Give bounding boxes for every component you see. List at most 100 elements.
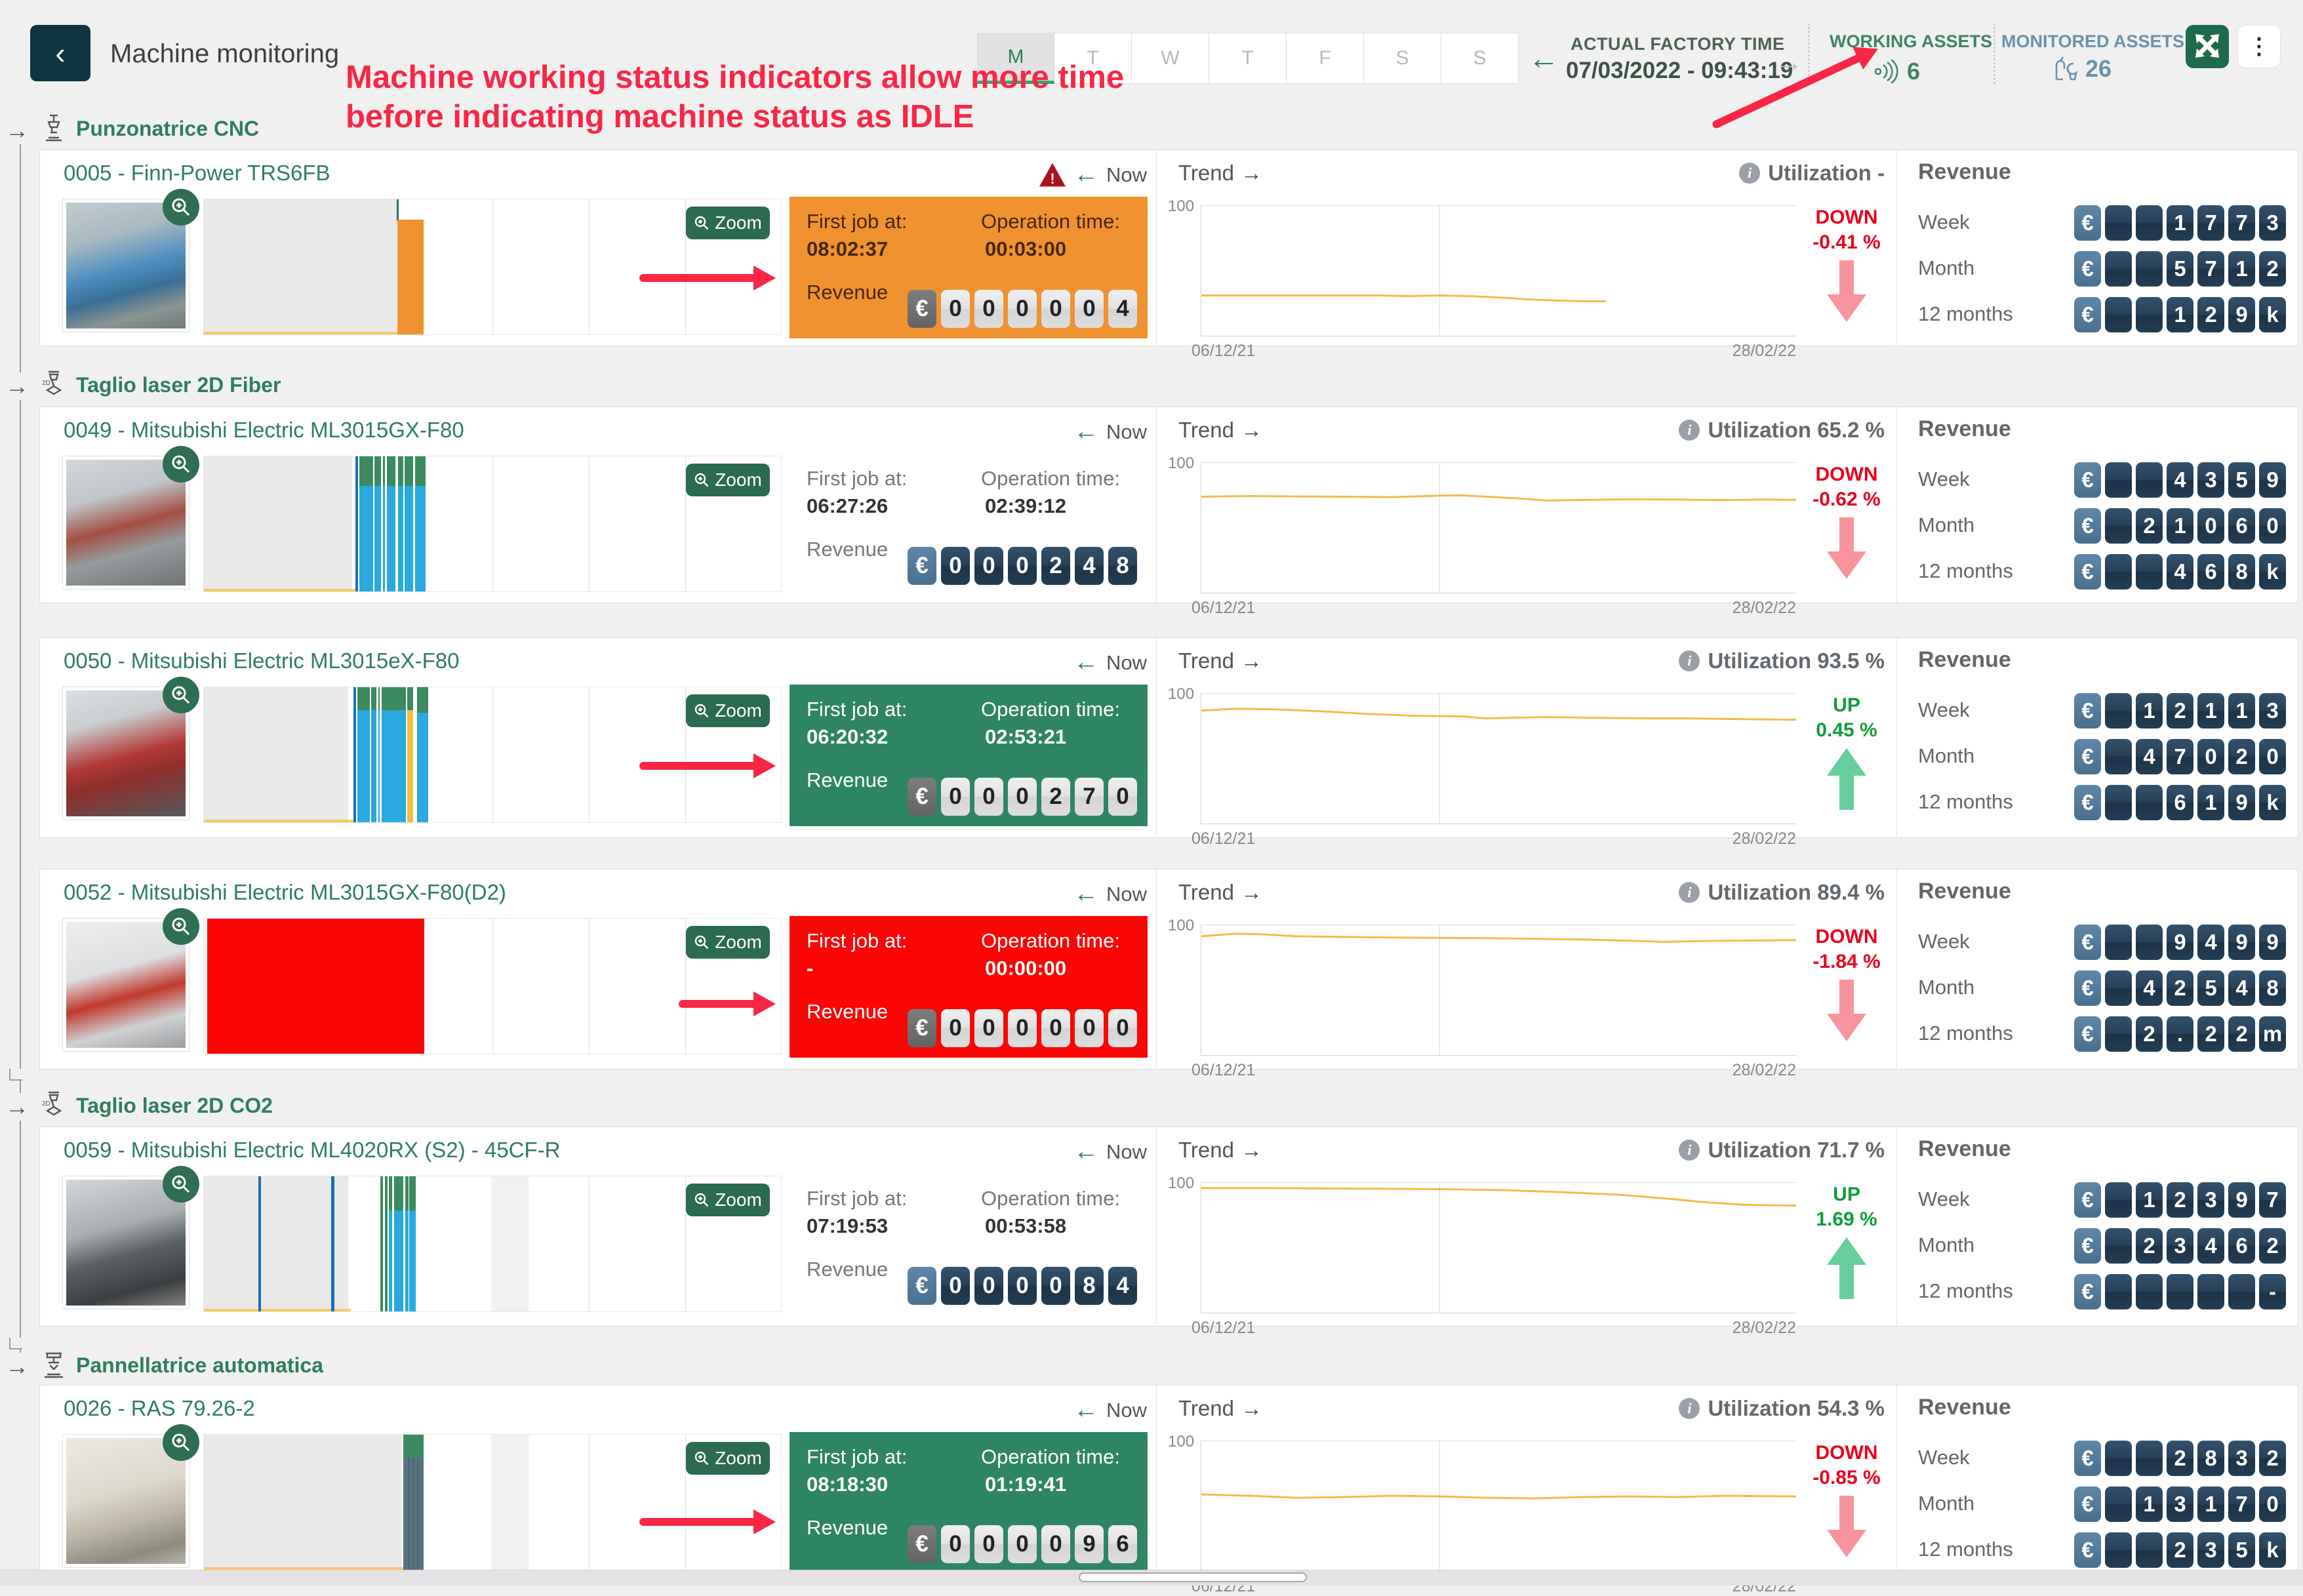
- horizontal-scrollbar[interactable]: [0, 1570, 2303, 1586]
- digit-tile: 0: [1008, 778, 1037, 816]
- now-arrow-icon[interactable]: ←: [1073, 418, 1098, 445]
- day-tab-5[interactable]: S: [1364, 33, 1441, 84]
- now-arrow-icon[interactable]: ←: [1073, 1138, 1098, 1165]
- digit-tile: 0: [1008, 1267, 1037, 1305]
- revenue-panel: Revenue Week €1 2 1 1 3 Month €4 7 0 2 0 12 mont…: [1902, 638, 2299, 837]
- day-tab-3[interactable]: T: [1209, 33, 1287, 84]
- time-prev-arrow-icon[interactable]: ←: [1528, 41, 1559, 76]
- digit-tile: -: [2259, 1274, 2286, 1309]
- twelve-months-counter: €1 2 9 k: [1902, 297, 2286, 332]
- info-icon[interactable]: i: [1679, 1398, 1700, 1419]
- digit-tile: 7: [1075, 778, 1104, 816]
- day-tab-1[interactable]: T: [1054, 33, 1132, 84]
- month-counter: €2 1 0 6 0: [1902, 508, 2286, 544]
- revenue-header: Revenue: [1918, 159, 2011, 184]
- euro-tile: €: [2074, 1441, 2101, 1476]
- fullscreen-button[interactable]: [2186, 25, 2229, 68]
- trend-label[interactable]: Trend →: [1178, 418, 1262, 442]
- photo-magnifier-icon[interactable]: [163, 1166, 199, 1203]
- timeline-bar: [405, 1210, 409, 1311]
- digit-tile: 0: [974, 778, 1003, 816]
- info-icon[interactable]: i: [1739, 163, 1761, 184]
- panel-bender-icon: [45, 1352, 63, 1378]
- digit-tile: 2: [2167, 693, 2193, 728]
- svg-text:2D: 2D: [42, 1100, 50, 1107]
- digit-tile: 8: [2228, 554, 2255, 589]
- magnifier-plus-icon: [695, 473, 709, 487]
- machine-timeline[interactable]: [203, 1434, 782, 1570]
- photo-magnifier-icon[interactable]: [163, 677, 199, 713]
- machine-photo: [62, 1424, 199, 1568]
- timeline-bar: [403, 1435, 424, 1458]
- trend-label[interactable]: Trend →: [1178, 161, 1262, 185]
- now-arrow-icon[interactable]: ←: [1073, 1396, 1098, 1424]
- euro-tile: €: [2074, 925, 2101, 960]
- info-icon[interactable]: i: [1679, 1140, 1700, 1161]
- machine-card: 0052 - Mitsubishi Electric ML3015GX-F80(…: [40, 869, 1157, 1069]
- digit-tile: 5: [2167, 251, 2193, 287]
- trend-label[interactable]: Trend →: [1178, 648, 1262, 673]
- info-icon[interactable]: i: [1679, 420, 1700, 441]
- twelve-months-label: 12 months: [1918, 1538, 2013, 1561]
- machine-timeline[interactable]: [203, 687, 782, 823]
- machine-timeline[interactable]: [203, 456, 782, 592]
- zoom-button[interactable]: Zoom: [686, 464, 770, 496]
- tree-arrow-icon: →: [5, 1093, 29, 1121]
- factory-time-label: ACTUAL FACTORY TIME: [1571, 34, 1785, 54]
- zoom-button[interactable]: Zoom: [686, 694, 770, 727]
- now-arrow-icon[interactable]: ←: [1073, 880, 1098, 908]
- photo-magnifier-icon[interactable]: [163, 189, 199, 226]
- digit-tile: 0: [941, 1009, 970, 1047]
- day-tab-0[interactable]: M: [977, 33, 1054, 84]
- now-arrow-icon[interactable]: ←: [1073, 648, 1098, 676]
- zoom-button[interactable]: Zoom: [686, 926, 770, 959]
- machine-timeline[interactable]: [203, 199, 782, 335]
- twelve-months-label: 12 months: [1918, 1022, 2013, 1045]
- digit-tile: 0: [974, 547, 1003, 585]
- photo-magnifier-icon[interactable]: [163, 446, 199, 483]
- utilization-trend: DOWN -1.84 %: [1800, 926, 1893, 1041]
- day-tab-6[interactable]: S: [1441, 33, 1519, 84]
- now-arrow-icon[interactable]: ←: [1073, 161, 1098, 188]
- machine-timeline[interactable]: [203, 918, 782, 1054]
- menu-kebab-button[interactable]: ⋮: [2237, 25, 2281, 68]
- photo-magnifier-icon[interactable]: [163, 908, 199, 945]
- digit-tile: 0: [2259, 739, 2286, 774]
- utilization-label: i Utilization 54.3 %: [1679, 1396, 1885, 1421]
- timeline-bar: [413, 456, 415, 591]
- digit-tile: 2: [2136, 508, 2163, 544]
- scrollbar-thumb[interactable]: [1079, 1572, 1307, 1582]
- digit-tile: 9: [2228, 297, 2255, 332]
- annotation-arrow: [639, 274, 757, 282]
- day-tab-4[interactable]: F: [1287, 33, 1364, 84]
- trend-label[interactable]: Trend →: [1178, 1396, 1262, 1420]
- month-counter: €4 7 0 2 0: [1902, 739, 2286, 774]
- digit-tile: 9: [2228, 1182, 2255, 1218]
- utilization-label: i Utilization 93.5 %: [1679, 648, 1885, 673]
- machine-timeline[interactable]: [203, 1176, 782, 1312]
- digit-tile: [2105, 739, 2132, 774]
- digit-tile: [2197, 1274, 2224, 1309]
- digit-tile: 0: [974, 1267, 1003, 1305]
- trend-label[interactable]: Trend →: [1178, 1138, 1262, 1162]
- euro-tile: €: [2074, 1486, 2101, 1522]
- utilization-label: i Utilization 71.7 %: [1679, 1138, 1885, 1163]
- euro-tile: €: [2074, 1182, 2101, 1218]
- zoom-button[interactable]: Zoom: [686, 1442, 770, 1475]
- digit-tile: 0: [2197, 508, 2224, 544]
- digit-tile: [2105, 925, 2132, 960]
- time-next-arrow-icon[interactable]: →: [1774, 46, 1803, 78]
- digit-tile: 9: [2259, 462, 2286, 498]
- photo-magnifier-icon[interactable]: [163, 1424, 199, 1461]
- revenue-header: Revenue: [1918, 647, 2011, 672]
- trend-label[interactable]: Trend →: [1178, 880, 1262, 904]
- back-button[interactable]: ‹: [30, 25, 90, 81]
- zoom-button[interactable]: Zoom: [686, 207, 770, 239]
- info-icon[interactable]: i: [1679, 650, 1700, 671]
- twelve-months-label: 12 months: [1918, 559, 2013, 582]
- revenue-header: Revenue: [1918, 879, 2011, 904]
- zoom-button[interactable]: Zoom: [686, 1184, 770, 1216]
- info-icon[interactable]: i: [1679, 882, 1700, 903]
- day-tab-2[interactable]: W: [1132, 33, 1209, 84]
